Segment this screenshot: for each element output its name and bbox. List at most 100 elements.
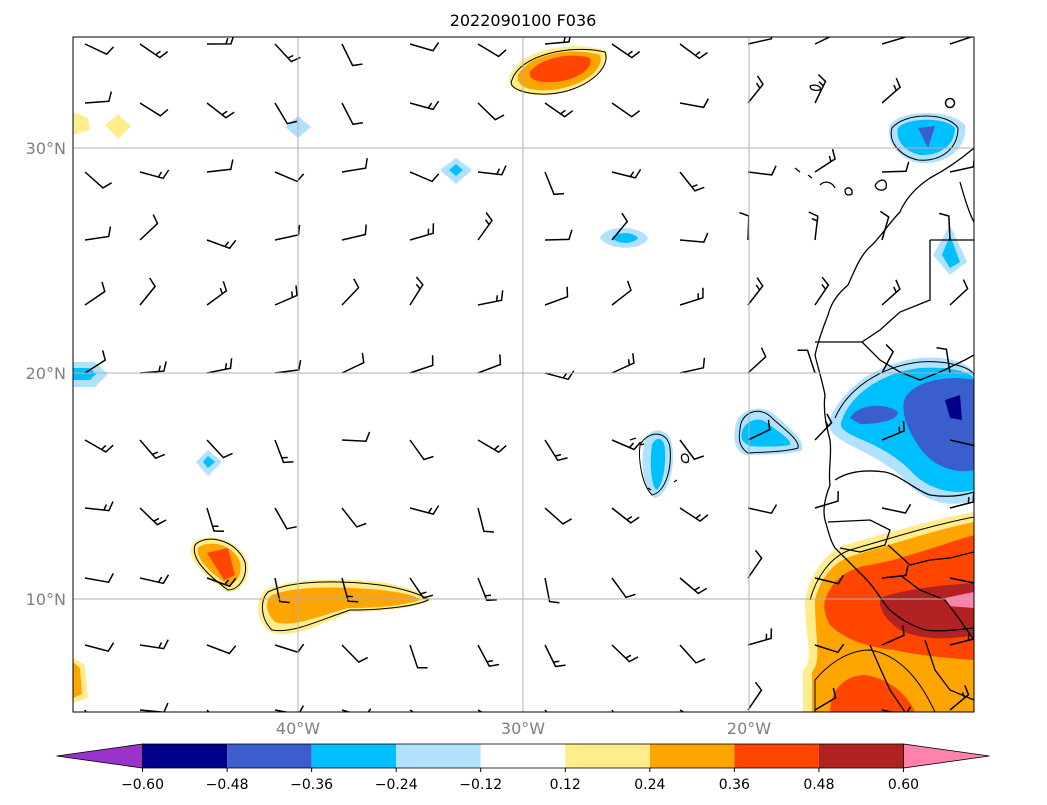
wind-barb [274, 705, 305, 712]
wind-barb [881, 77, 902, 104]
wind-barb [139, 169, 170, 180]
wind-barb [206, 577, 237, 588]
wind-barb [747, 419, 771, 441]
negative-anomaly-elongated-core [650, 438, 666, 490]
wind-barb [139, 102, 169, 117]
positive-anomaly-small-spot [105, 114, 131, 139]
border-segment-h [924, 639, 974, 701]
colorbar-tick-label: 0.60 [888, 777, 919, 793]
wind-barb [611, 507, 640, 524]
wind-barb [341, 352, 365, 374]
wind-barb [206, 37, 234, 45]
wind-barb [206, 239, 237, 250]
wind-barb [139, 639, 169, 650]
wind-barb [477, 577, 497, 602]
contour-negative-elongated [639, 433, 671, 496]
negative-anomaly-northeast-center [918, 126, 935, 148]
positive-anomaly-west-lower-core [73, 662, 82, 698]
border-segment-f [887, 544, 974, 566]
wind-barb [949, 279, 969, 306]
colorbar-extend-high [903, 743, 990, 769]
wind-barb [274, 439, 294, 464]
wind-barb [747, 37, 773, 45]
shaded-anomaly-fields [73, 37, 974, 712]
wind-barb [679, 577, 708, 595]
lat-label-10n: 10°N [26, 590, 66, 609]
colorbar-segment [649, 744, 735, 768]
positive-anomaly-southeast-lower [830, 675, 915, 712]
wind-barb [84, 642, 115, 652]
wind-barb [881, 161, 910, 173]
wind-barb [679, 232, 709, 243]
border-segment-i [869, 644, 906, 712]
gridlines [73, 37, 974, 712]
wind-barb [409, 644, 428, 669]
positive-anomaly-44w-core [207, 548, 235, 580]
wind-barb [341, 644, 369, 664]
wind-barb [84, 350, 107, 374]
calm-wind-marker [944, 97, 956, 109]
wind-barb [139, 214, 159, 241]
wind-barb [814, 491, 839, 509]
lon-label-30w: 30°W [501, 719, 545, 738]
wind-barb [679, 439, 705, 461]
colorbar: −0.60 −0.48 −0.36 −0.24 −0.12 0.12 0.24 0.36 0.4… [56, 743, 990, 793]
wind-barb [544, 577, 560, 604]
colorbar-tick-label: −0.12 [459, 777, 502, 793]
madeira [809, 84, 821, 92]
wind-barb [477, 439, 507, 454]
wind-barb [139, 277, 157, 306]
wind-barb [544, 171, 565, 196]
wind-barb [814, 643, 845, 654]
wind-barb [341, 507, 367, 528]
wind-barb [881, 625, 905, 646]
wind-barb [611, 280, 632, 306]
negative-anomaly-large-east-west-lobe [850, 405, 898, 424]
border-segment-d [834, 470, 974, 497]
colorbar-segment [565, 744, 650, 768]
wind-barb [84, 501, 114, 512]
wind-barb [206, 102, 235, 119]
wind-barb [881, 343, 895, 374]
wind-barb [808, 211, 819, 241]
lat-label-20n: 20°N [26, 364, 66, 383]
wind-barb [84, 439, 114, 453]
wind-barb [881, 503, 912, 514]
wind-barb [936, 346, 951, 374]
wind-barb [797, 349, 816, 374]
negative-anomaly-west-20n-core [73, 368, 96, 380]
wind-barb [139, 361, 167, 374]
wind-barb [409, 223, 435, 241]
wind-barb [84, 709, 87, 712]
positive-anomaly-southeast-max [945, 592, 974, 608]
colorbar-outline [142, 743, 904, 769]
wind-barb [84, 171, 112, 189]
wind-barb [949, 685, 970, 711]
border-segment-j [959, 181, 974, 223]
contour-north-center [510, 48, 607, 95]
colorbar-segment [311, 744, 397, 768]
wind-barb [274, 359, 302, 374]
wind-barb [544, 644, 566, 668]
colorbar-segments [56, 743, 990, 769]
lat-label-30n: 30°N [26, 139, 66, 158]
positive-anomaly-southeast-dark [879, 583, 974, 639]
wind-barb [747, 628, 773, 646]
wind-barb [611, 577, 636, 599]
wind-barb [949, 37, 974, 45]
latitude-labels: 30°N 20°N 10°N [26, 139, 66, 609]
wind-barb [84, 91, 113, 104]
wind-barb [814, 73, 827, 104]
wind-barb [814, 276, 830, 306]
longitude-labels: 40°W 30°W 20°W [276, 719, 771, 738]
colorbar-segment [734, 744, 819, 768]
wind-barb [84, 226, 112, 241]
colorbar-tick-label: −0.48 [206, 777, 249, 793]
wind-barb [409, 171, 440, 183]
wind-barb [611, 709, 614, 712]
canary-islands [794, 167, 887, 196]
wind-barb [938, 212, 951, 241]
wind-barb [611, 43, 641, 59]
wind-barb [409, 41, 440, 52]
